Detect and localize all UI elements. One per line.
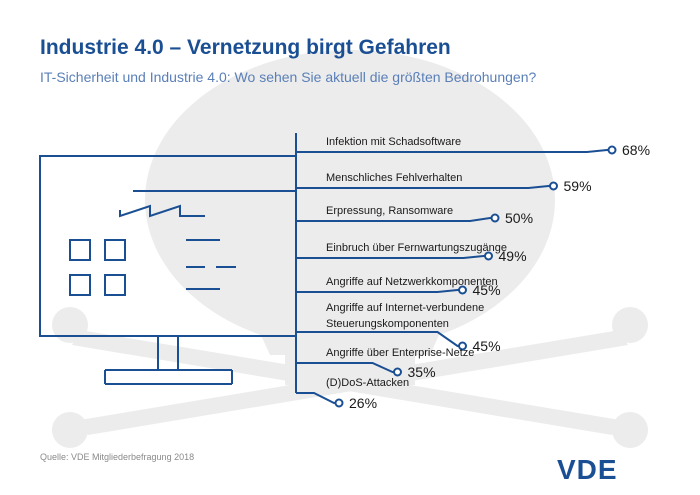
category-label-2: Erpressung, Ransomware	[326, 205, 453, 217]
bar-endpoint-7	[334, 398, 344, 408]
bar-endpoint-2	[490, 213, 500, 223]
category-label-3: Einbruch über Fernwartungszugänge	[326, 242, 507, 254]
value-label-5: 45%	[473, 338, 501, 354]
page-subtitle: IT-Sicherheit und Industrie 4.0: Wo sehe…	[40, 69, 537, 85]
category-label-5: Angriffe auf Internet-verbundene	[326, 302, 484, 314]
bar-endpoint-0	[607, 145, 617, 155]
category-label-7: (D)DoS-Attacken	[326, 377, 409, 389]
category-label-6: Angriffe über Enterprise-Netze	[326, 347, 474, 359]
bar-endpoint-1	[549, 181, 558, 191]
bar-endpoint-3	[484, 251, 493, 261]
category-label-0: Infektion mit Schadsoftware	[326, 136, 461, 148]
bar-endpoint-4	[458, 285, 467, 295]
value-label-0: 68%	[622, 142, 650, 158]
category-label-5: Steuerungskomponenten	[326, 318, 449, 330]
value-label-6: 35%	[408, 364, 436, 380]
bar-endpoint-6	[393, 367, 402, 377]
bar-endpoint-5	[458, 341, 467, 351]
vde-logo: VDE	[557, 454, 618, 485]
page-title: Industrie 4.0 – Vernetzung birgt Gefahre…	[40, 36, 451, 59]
category-label-4: Angriffe auf Netzwerkkomponenten	[326, 276, 498, 288]
value-label-1: 59%	[564, 178, 592, 194]
skull-watermark-icon	[52, 50, 648, 448]
value-label-4: 45%	[473, 282, 501, 298]
value-label-7: 26%	[349, 395, 377, 411]
value-label-3: 49%	[499, 248, 527, 264]
monitor-factory-icon	[39, 133, 297, 385]
category-label-1: Menschliches Fehlverhalten	[326, 172, 462, 184]
source-note: Quelle: VDE Mitgliederbefragung 2018	[40, 452, 195, 462]
value-label-2: 50%	[505, 210, 533, 226]
